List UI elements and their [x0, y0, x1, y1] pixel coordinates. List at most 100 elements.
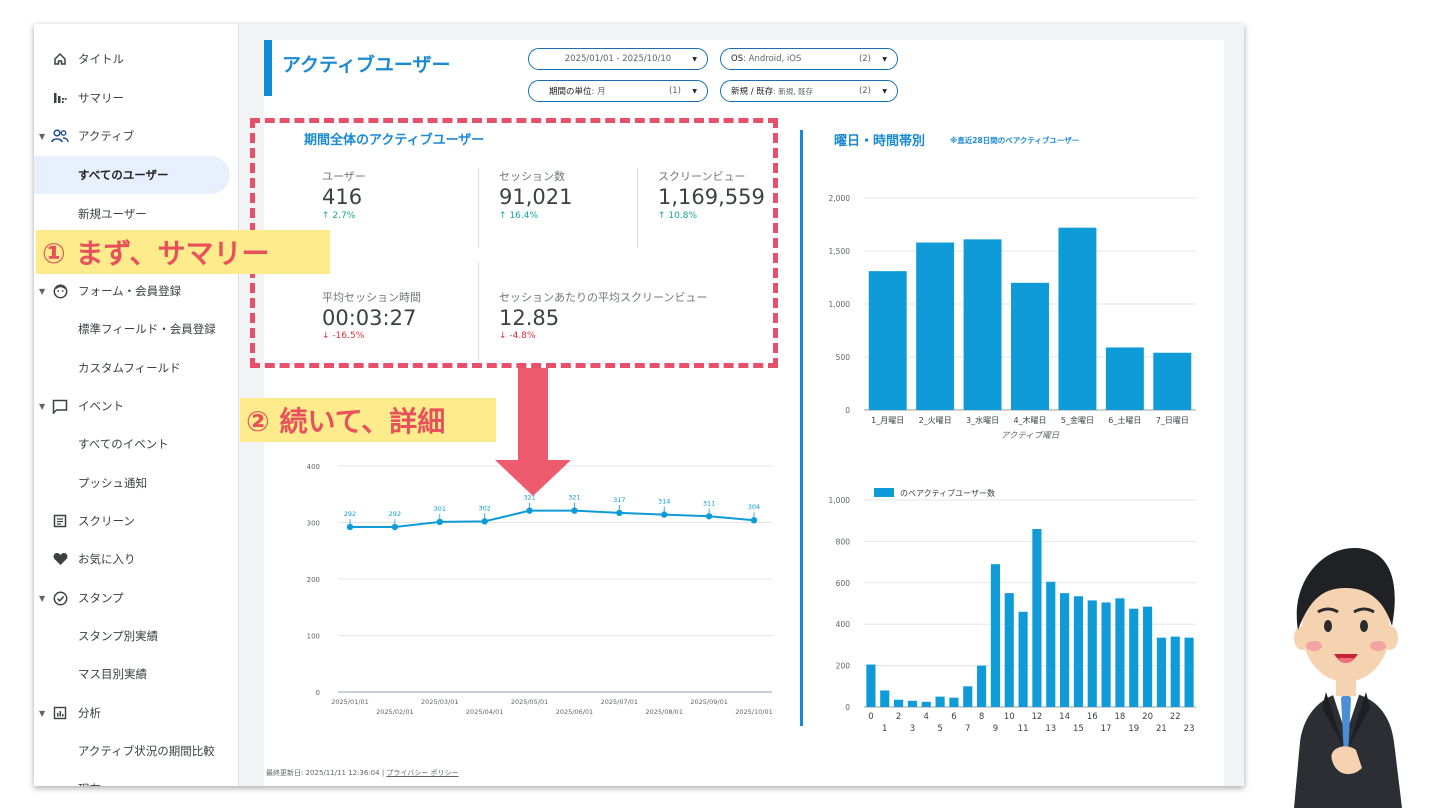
- hourly-bar-chart: 02004006008001,000のべアクティブユーザー数0123456789…: [829, 488, 1196, 732]
- new-repeat-filter[interactable]: 新規 / 既存: 新規, 既存 (2) ▼: [720, 80, 898, 102]
- bar: [1143, 606, 1153, 707]
- x-tick-label: 4: [924, 712, 929, 722]
- bar: [1129, 608, 1139, 707]
- sidebar-item-event[interactable]: ▼ イベント: [34, 387, 238, 425]
- data-label: 317: [613, 496, 625, 504]
- arrow-down-icon: ↓: [322, 331, 333, 341]
- sidebar-item-all-users[interactable]: すべてのユーザー: [34, 156, 230, 194]
- sidebar-item-label: マス目別実績: [78, 667, 147, 681]
- callout-summary: ① まず、サマリー: [36, 230, 330, 274]
- x-tick-label: 5: [937, 724, 942, 732]
- sidebar-item-stamp[interactable]: ▼ スタンプ: [34, 579, 238, 617]
- data-point: [526, 507, 533, 514]
- sidebar-item-all-events[interactable]: すべてのイベント: [34, 425, 238, 463]
- data-label: 302: [478, 504, 490, 512]
- sidebar-item-push[interactable]: プッシュ通知: [34, 464, 238, 502]
- caret-down-icon: ▼: [39, 593, 46, 603]
- sidebar-item-title[interactable]: タイトル: [34, 40, 238, 78]
- date-range-value: 2025/01/01 - 2025/10/10: [564, 54, 672, 64]
- chevron-down-icon: ▼: [692, 55, 697, 63]
- kpi-avg-screen-label: セッションあたりの平均スクリーンビュー: [499, 291, 708, 304]
- x-tick-label: 17: [1101, 724, 1112, 732]
- period-unit-label: 期間の単位: [549, 87, 592, 97]
- sidebar-item-period-compare[interactable]: アクティブ状況の期間比較: [34, 732, 238, 770]
- x-tick-label: 2025/01/01: [331, 698, 368, 706]
- bar: [1011, 282, 1049, 410]
- kpi-users-delta: ↑ 2.7%: [322, 211, 355, 221]
- y-tick-label: 1,000: [829, 496, 851, 505]
- bar: [1018, 611, 1028, 707]
- kpi-avg-screen-delta: ↓ -4.8%: [499, 331, 536, 341]
- period-unit-filter[interactable]: 期間の単位: 月 (1) ▼: [528, 80, 708, 102]
- kpi-divider: [478, 262, 479, 362]
- bar: [894, 699, 904, 707]
- x-tick-label: 2025/08/01: [645, 708, 682, 716]
- sidebar-item-current[interactable]: 現在: [34, 770, 238, 786]
- x-tick-label: 3: [910, 724, 915, 732]
- sidebar-item-label: スクリーン: [78, 514, 135, 528]
- x-tick-label: 2: [896, 712, 901, 722]
- sidebar-item-screen[interactable]: スクリーン: [34, 502, 238, 540]
- date-range-picker[interactable]: 2025/01/01 - 2025/10/10 ▼: [528, 48, 708, 70]
- arrow-down-icon: ↓: [499, 331, 510, 341]
- footer: 最終更新日: 2025/11/11 12:36:04 | プライバシー ポリシー: [266, 768, 459, 778]
- bar: [1046, 581, 1056, 707]
- bar: [880, 690, 890, 707]
- kpi-screenviews-delta: ↑ 10.8%: [658, 211, 697, 221]
- sidebar-item-label: 現在: [78, 781, 101, 786]
- x-tick-label: 2025/09/01: [690, 698, 727, 706]
- bar: [949, 697, 959, 707]
- legend-swatch: [874, 488, 894, 497]
- sidebar-item-label: 標準フィールド・会員登録: [78, 322, 216, 336]
- comment-icon: [50, 396, 70, 416]
- privacy-policy-link[interactable]: プライバシー ポリシー: [386, 769, 459, 777]
- data-label: 301: [434, 505, 446, 513]
- footer-separator: |: [381, 769, 385, 777]
- bar: [1153, 352, 1192, 410]
- bar: [907, 700, 917, 707]
- x-tick-label: 22: [1170, 712, 1181, 722]
- data-label: 304: [748, 503, 760, 511]
- section-separator: [800, 130, 803, 726]
- sidebar-item-label: タイトル: [78, 52, 124, 66]
- x-tick-label: 15: [1073, 724, 1084, 732]
- check-circle-icon: [50, 588, 70, 608]
- sidebar-item-label: 分析: [78, 706, 101, 720]
- bar: [963, 239, 1002, 410]
- x-tick-label: 2025/07/01: [601, 698, 638, 706]
- sidebar-item-grid-results[interactable]: マス目別実績: [34, 655, 238, 693]
- sidebar-item-form[interactable]: ▼ フォーム・会員登録: [34, 272, 238, 310]
- sidebar-item-active[interactable]: ▼ アクティブ: [34, 117, 238, 155]
- series-line: [350, 509, 755, 529]
- data-point: [481, 518, 488, 525]
- x-tick-label: 13: [1045, 724, 1056, 732]
- x-tick-label: 6: [951, 712, 956, 722]
- new-repeat-value: : 新規, 既存: [773, 86, 813, 96]
- y-tick-label: 2,000: [829, 194, 851, 203]
- y-tick-label: 600: [836, 579, 851, 588]
- os-filter-value: : Android, iOS: [743, 54, 802, 64]
- users-icon: [50, 126, 70, 146]
- sidebar-item-custom-field[interactable]: カスタムフィールド: [34, 349, 238, 387]
- document-icon: [50, 511, 70, 531]
- x-tick-label: 8: [979, 712, 984, 722]
- data-point: [571, 507, 578, 514]
- x-tick-label: 2_火曜日: [919, 416, 952, 425]
- kpi-screenviews-value: 1,169,559: [658, 185, 765, 209]
- sidebar-item-standard-field[interactable]: 標準フィールド・会員登録: [34, 310, 238, 348]
- sidebar-item-analysis[interactable]: ▼ 分析: [34, 694, 238, 732]
- sidebar-item-new-users[interactable]: 新規ユーザー: [34, 195, 238, 233]
- sidebar-item-summary[interactable]: サマリー: [34, 79, 238, 117]
- os-filter[interactable]: OS: Android, iOS (2) ▼: [720, 48, 898, 70]
- kpi-avg-session-value: 00:03:27: [322, 306, 417, 330]
- x-tick-label: 2025/02/01: [376, 708, 413, 716]
- kpi-users-value: 416: [322, 185, 363, 209]
- bar: [1105, 347, 1144, 410]
- x-tick-label: 18: [1115, 712, 1126, 722]
- x-tick-label: 4_木曜日: [1013, 415, 1046, 425]
- sidebar-item-favorite[interactable]: お気に入り: [34, 540, 238, 578]
- x-tick-label: 1_月曜日: [871, 416, 904, 425]
- sidebar-item-stamp-results[interactable]: スタンプ別実績: [34, 617, 238, 655]
- y-tick-label: 0: [845, 703, 850, 712]
- sidebar-item-label: 新規ユーザー: [78, 207, 147, 221]
